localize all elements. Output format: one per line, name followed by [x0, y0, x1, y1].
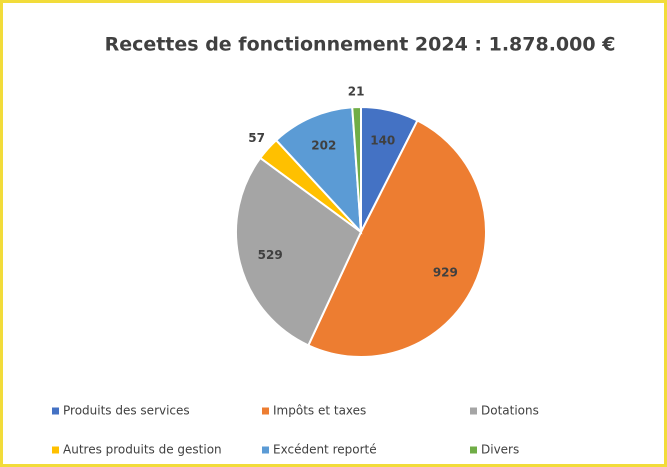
legend-label: Produits des services	[63, 404, 190, 418]
legend-swatch	[262, 446, 269, 454]
legend-swatch	[52, 446, 59, 454]
legend-swatch	[470, 446, 477, 454]
pie-slice	[351, 105, 362, 233]
pie-slice	[307, 119, 488, 358]
legend-label: Dotations	[481, 404, 539, 418]
data-label: 21	[348, 85, 365, 99]
data-label: 140	[370, 133, 395, 147]
data-label: 57	[248, 131, 265, 145]
pie-slice	[235, 156, 363, 347]
data-label: 529	[258, 248, 283, 262]
legend-label: Divers	[481, 443, 519, 457]
data-label: 202	[311, 138, 336, 152]
legend-swatch	[262, 407, 269, 415]
legend-label: Excédent reporté	[273, 443, 377, 457]
legend-label: Autres produits de gestion	[63, 443, 222, 457]
legend-label: Impôts et taxes	[273, 404, 366, 418]
legend-swatch	[52, 407, 59, 415]
legend-swatch	[470, 407, 477, 415]
pie-slice	[274, 106, 363, 235]
chart-title: Recettes de fonctionnement 2024 : 1.878.…	[105, 34, 616, 56]
data-label: 929	[433, 265, 458, 279]
